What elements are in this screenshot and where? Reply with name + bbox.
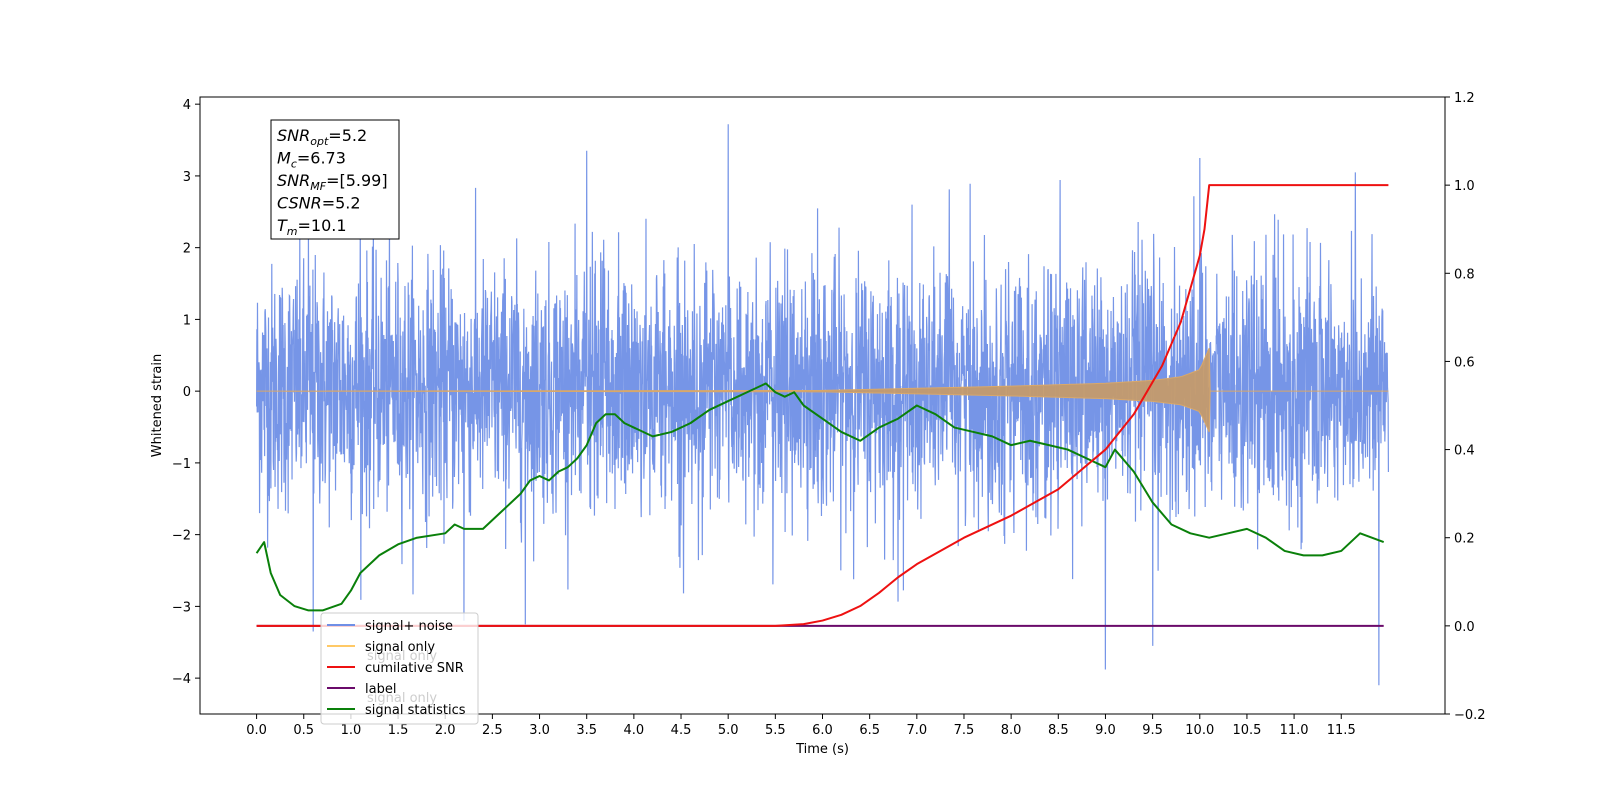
- legend-box: [320, 612, 479, 725]
- y-left-tick-label: −3: [172, 600, 191, 615]
- x-tick-label: 0.0: [246, 723, 267, 738]
- y-right-tick-label: 0.4: [1454, 444, 1475, 459]
- x-tick-label: 1.0: [341, 723, 362, 738]
- x-tick-label: 1.5: [388, 723, 409, 738]
- axes: 0.0 0.5 1.0 1.5 2.0 2.5 3.0 3.5 4.0 4.5 5.0 5.5 6.0 6…: [150, 91, 1486, 757]
- x-tick-label: 3.0: [529, 723, 550, 738]
- y-left-tick-label: −1: [172, 457, 191, 472]
- y-right-tick-label: 1.0: [1454, 179, 1475, 194]
- x-tick-label: 10.5: [1232, 723, 1261, 738]
- annotation-line: SNRopt=5.2: [277, 126, 367, 148]
- annotation-line: CSNR=5.2: [277, 194, 361, 213]
- annotation-line: Tm=10.1: [277, 216, 347, 238]
- x-tick-label: 9.5: [1142, 723, 1163, 738]
- y-left-tick-label: −2: [172, 529, 191, 544]
- annotation-frame: [270, 119, 400, 240]
- x-tick-label: 2.0: [435, 723, 456, 738]
- y-left-tick-label: 4: [183, 98, 191, 113]
- y-right-tick-label: 0.0: [1454, 620, 1475, 635]
- x-tick-label: 3.5: [576, 723, 597, 738]
- x-tick-label: 5.5: [765, 723, 786, 738]
- legend-item-label: signal+ noise: [365, 619, 453, 634]
- series-signal-statistics: [255, 382, 1385, 612]
- x-tick-label: 0.5: [293, 723, 314, 738]
- legend-item-label: signal only: [365, 640, 435, 655]
- x-tick-label: 7.5: [954, 723, 975, 738]
- x-tick-label: 8.5: [1048, 723, 1069, 738]
- y-left-tick-label: 0: [183, 385, 191, 400]
- y-right-tick-label: 1.2: [1454, 91, 1475, 106]
- x-tick-label: 4.0: [624, 723, 645, 738]
- x-tick-label: 8.0: [1001, 723, 1022, 738]
- x-tick-label: 6.5: [859, 723, 880, 738]
- legend-item-label: cumilative SNR: [365, 661, 464, 676]
- x-tick-label: 7.0: [906, 723, 927, 738]
- x-tick-label: 4.5: [671, 723, 692, 738]
- legend-item-label: signal statistics: [365, 703, 466, 718]
- y-right-tick-label: −0.2: [1454, 708, 1486, 723]
- legend-item-label: label: [365, 682, 396, 697]
- x-tick-label: 5.0: [718, 723, 739, 738]
- legend-ghost-text: signal only: [367, 649, 437, 664]
- x-tick-label: 6.0: [812, 723, 833, 738]
- x-tick-label: 11.0: [1280, 723, 1309, 738]
- x-tick-label: 10.0: [1185, 723, 1214, 738]
- plot-area: [255, 124, 1390, 686]
- series-cumulative-snr: [256, 184, 1389, 627]
- y-left-tick-label: 2: [183, 242, 191, 257]
- y-axis-label: Whitened strain: [150, 354, 165, 457]
- legend-ghost-text: signal only: [367, 691, 437, 706]
- y-left-tick-label: 1: [183, 313, 191, 328]
- x-tick-label: 2.5: [482, 723, 503, 738]
- x-tick-label: 11.5: [1327, 723, 1356, 738]
- series-signal-only: [256, 347, 1389, 433]
- y-left-tick-label: −4: [172, 672, 191, 687]
- series-signal-plus-noise: [255, 124, 1390, 686]
- x-axis-label: Time (s): [795, 742, 849, 757]
- y-right-tick-label: 0.8: [1454, 267, 1475, 282]
- annotation-line: Mc=6.73: [277, 149, 346, 171]
- y-left-tick-label: 3: [183, 170, 191, 185]
- x-tick-label: 9.0: [1095, 723, 1116, 738]
- annotation-line: SNRMF=[5.99]: [277, 171, 388, 193]
- y-right-tick-label: 0.2: [1454, 532, 1475, 547]
- y-right-tick-label: 0.6: [1454, 355, 1475, 370]
